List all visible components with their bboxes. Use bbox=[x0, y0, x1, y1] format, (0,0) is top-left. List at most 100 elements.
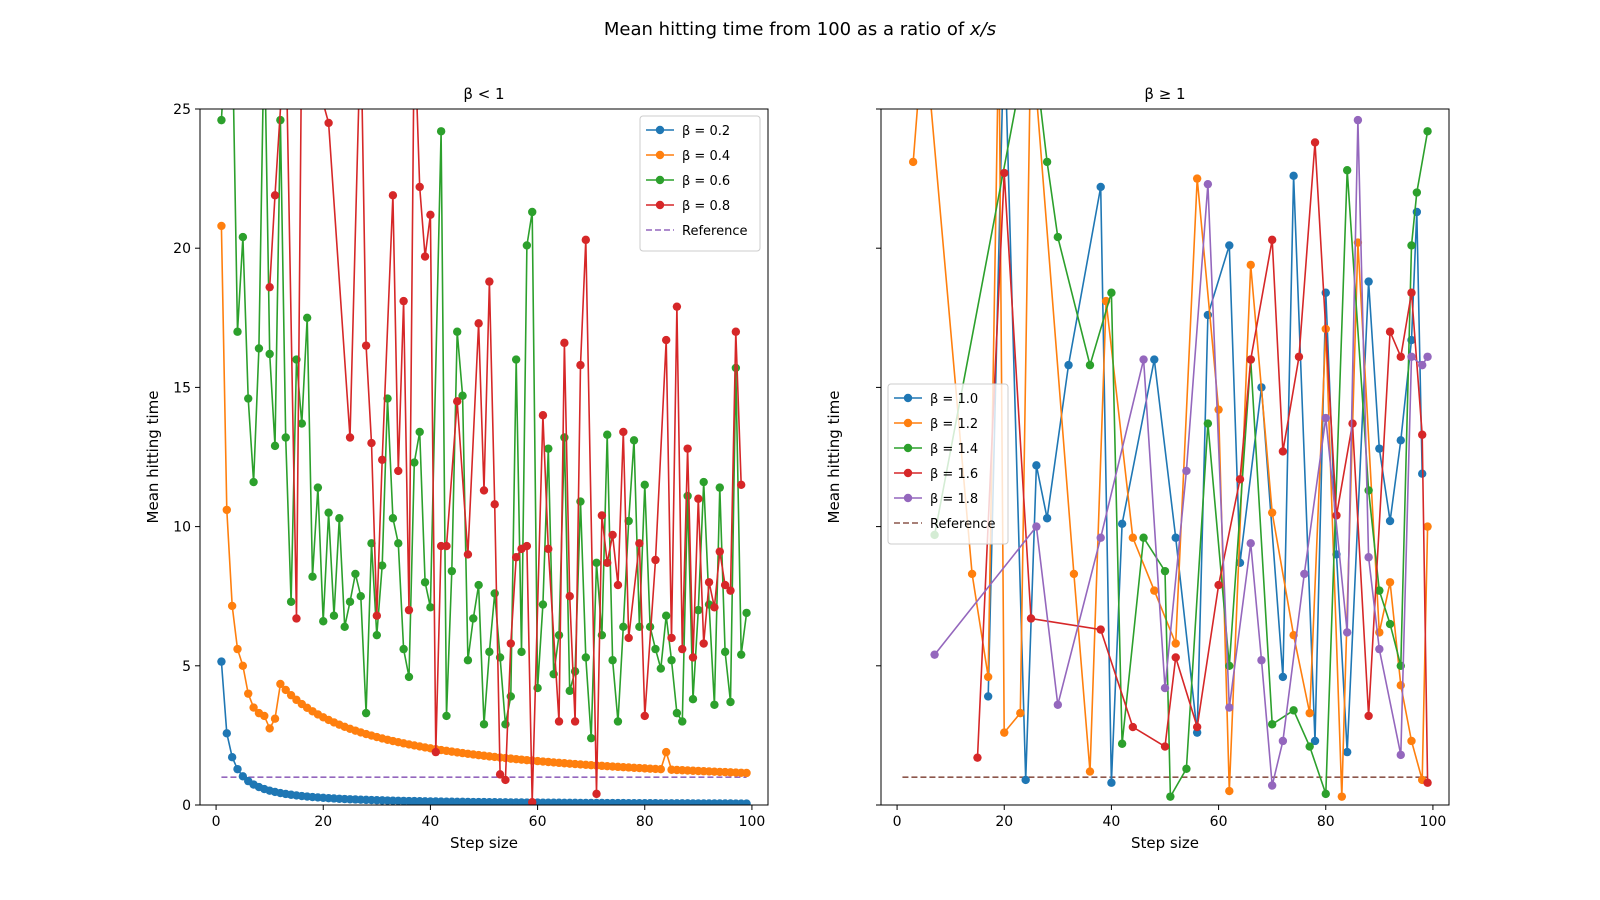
data-point bbox=[1375, 444, 1384, 453]
data-point bbox=[1000, 728, 1009, 737]
data-point bbox=[302, 313, 312, 322]
data-point bbox=[410, 458, 419, 467]
data-point bbox=[597, 511, 607, 520]
x-tick-label: 0 bbox=[893, 814, 902, 830]
data-point bbox=[260, 21, 268, 29]
data-point bbox=[436, 127, 446, 136]
data-point bbox=[388, 514, 398, 523]
data-point bbox=[683, 491, 692, 501]
data-point bbox=[983, 692, 993, 701]
legend-entry: β = 0.2 bbox=[646, 124, 730, 139]
data-point bbox=[565, 592, 574, 601]
data-point bbox=[1267, 781, 1277, 790]
data-point bbox=[1300, 569, 1309, 579]
data-point bbox=[672, 708, 682, 718]
data-point bbox=[511, 355, 521, 364]
data-point bbox=[1150, 586, 1159, 595]
data-point bbox=[678, 644, 687, 654]
data-point bbox=[297, 419, 307, 428]
data-point bbox=[720, 647, 730, 657]
data-point bbox=[1139, 533, 1148, 542]
series-line bbox=[220, 661, 747, 805]
y-axis-label: Mean hitting time bbox=[144, 391, 162, 524]
data-point bbox=[1337, 792, 1347, 801]
data-point bbox=[710, 700, 719, 709]
data-point bbox=[1289, 706, 1298, 715]
data-point bbox=[265, 349, 274, 359]
data-point bbox=[313, 483, 323, 492]
data-point bbox=[356, 592, 365, 601]
data-point bbox=[1042, 514, 1052, 523]
data-point bbox=[282, 21, 290, 29]
y-tick-label: 10 bbox=[173, 520, 191, 536]
data-point bbox=[1117, 739, 1127, 748]
data-point bbox=[726, 586, 735, 595]
data-point bbox=[270, 714, 280, 723]
data-point bbox=[1000, 168, 1009, 178]
y-tick-label: 20 bbox=[173, 241, 191, 257]
data-point bbox=[324, 118, 333, 128]
legend-entry: β = 0.6 bbox=[646, 174, 730, 189]
data-point bbox=[517, 647, 526, 657]
data-point bbox=[1096, 182, 1105, 192]
data-point bbox=[1396, 352, 1405, 361]
data-point bbox=[254, 344, 264, 353]
data-point bbox=[1150, 355, 1159, 364]
data-point bbox=[345, 433, 355, 442]
data-point bbox=[377, 455, 387, 464]
data-point bbox=[1096, 625, 1105, 634]
data-point bbox=[1385, 578, 1395, 587]
data-point bbox=[281, 433, 290, 442]
data-point bbox=[656, 765, 666, 774]
data-point bbox=[1107, 288, 1116, 297]
data-point bbox=[420, 578, 430, 587]
data-point bbox=[586, 733, 596, 743]
data-point bbox=[506, 639, 515, 648]
data-point bbox=[699, 477, 708, 487]
data-point bbox=[651, 644, 660, 654]
data-point bbox=[485, 277, 494, 286]
plot-area bbox=[217, 21, 751, 805]
x-tick-label: 40 bbox=[422, 814, 440, 830]
legend-entry: β = 1.0 bbox=[894, 392, 978, 407]
data-point bbox=[1364, 486, 1373, 495]
data-point bbox=[1396, 681, 1405, 690]
series-line bbox=[220, 225, 747, 774]
data-point bbox=[345, 597, 355, 606]
data-point bbox=[1423, 522, 1432, 531]
y-tick-label: 0 bbox=[182, 798, 191, 814]
data-point bbox=[1385, 516, 1395, 526]
data-point bbox=[1032, 522, 1041, 531]
data-point bbox=[233, 327, 242, 336]
data-point bbox=[1016, 708, 1025, 718]
data-point bbox=[1096, 533, 1105, 542]
legend: β = 0.2 β = 0.4 β = 0.6 β = 0.8 Reference bbox=[639, 115, 761, 252]
legend-label: β = 1.2 bbox=[930, 417, 978, 432]
data-point bbox=[222, 505, 231, 515]
data-point bbox=[1289, 171, 1298, 181]
data-point bbox=[361, 708, 371, 718]
data-point bbox=[538, 411, 548, 420]
data-point bbox=[281, 685, 290, 695]
data-point bbox=[227, 601, 237, 611]
data-point bbox=[592, 789, 601, 799]
data-point bbox=[688, 695, 698, 704]
data-point bbox=[308, 572, 317, 581]
legend-label: β = 1.8 bbox=[930, 492, 978, 507]
data-point bbox=[447, 566, 457, 576]
data-point bbox=[1364, 277, 1373, 286]
legend-entry: β = 1.6 bbox=[894, 467, 978, 482]
data-point bbox=[415, 182, 424, 192]
legend-label: β = 0.6 bbox=[682, 174, 730, 189]
data-point bbox=[319, 617, 328, 626]
data-point bbox=[1053, 700, 1063, 709]
data-point bbox=[1069, 569, 1079, 579]
data-point bbox=[453, 397, 462, 406]
data-point bbox=[238, 661, 248, 670]
data-point bbox=[479, 486, 489, 495]
data-point bbox=[667, 633, 676, 643]
data-point bbox=[608, 656, 617, 665]
data-point bbox=[474, 319, 483, 328]
right-panel-beta-ge-1: β ≥ 1 0 20 40 60 80 100 Step size Mean hitting t… bbox=[825, 85, 1450, 852]
data-point bbox=[426, 603, 435, 612]
